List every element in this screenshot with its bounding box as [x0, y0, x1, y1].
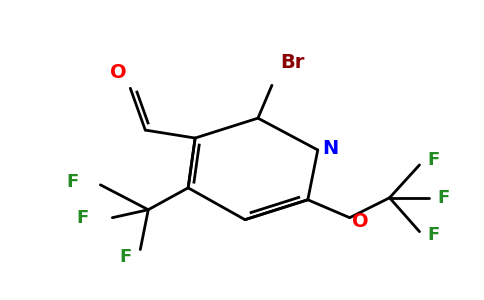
- Text: F: F: [427, 226, 440, 244]
- Text: N: N: [322, 139, 338, 158]
- Text: F: F: [119, 248, 132, 266]
- Text: O: O: [110, 63, 127, 82]
- Text: F: F: [438, 189, 450, 207]
- Text: F: F: [76, 209, 89, 227]
- Text: Br: Br: [280, 53, 304, 72]
- Text: O: O: [352, 212, 368, 231]
- Text: F: F: [66, 173, 78, 191]
- Text: F: F: [427, 151, 440, 169]
